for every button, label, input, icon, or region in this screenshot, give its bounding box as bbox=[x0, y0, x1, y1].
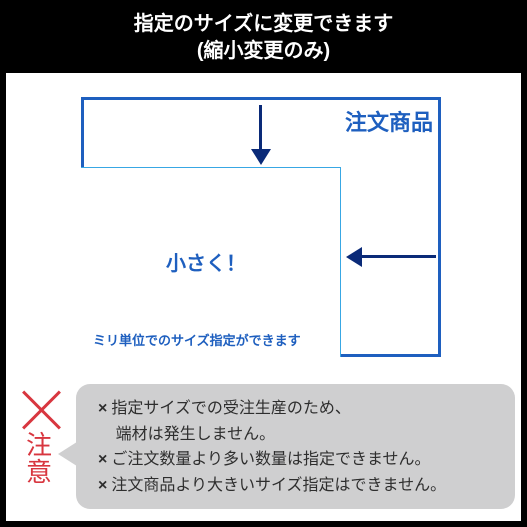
inner-right-edge bbox=[340, 167, 341, 357]
product-label: 注文商品 bbox=[345, 105, 433, 137]
resize-diagram: 注文商品 小さく！ ミリ単位でのサイズ指定ができます bbox=[81, 97, 441, 357]
notice-area: 注 意 ×指定サイズでの受注生産のため、 端材は発生しません。 ×ご注文数量より… bbox=[18, 384, 515, 509]
mm-spec-label: ミリ単位でのサイズ指定ができます bbox=[93, 330, 301, 349]
center-label: 小さく！ bbox=[166, 247, 246, 276]
notice-line-3: ×注文商品より大きいサイズ指定はできません。 bbox=[98, 473, 503, 499]
inner-top-edge bbox=[81, 167, 341, 168]
title-banner: 指定のサイズに変更できます (縮小変更のみ) bbox=[6, 5, 521, 73]
notice-line-1b: 端材は発生しません。 bbox=[98, 422, 503, 448]
x-icon bbox=[20, 388, 64, 432]
page-frame: 指定のサイズに変更できます (縮小変更のみ) 注文商品 小さく！ ミリ単位でのサ… bbox=[0, 0, 527, 527]
notice-line-2: ×ご注文数量より多い数量は指定できません。 bbox=[98, 447, 503, 473]
arrow-left-icon bbox=[346, 247, 436, 267]
notice-bubble: ×指定サイズでの受注生産のため、 端材は発生しません。 ×ご注文数量より多い数量… bbox=[76, 384, 515, 509]
title-line1: 指定のサイズに変更できます bbox=[6, 11, 521, 38]
title-line2: (縮小変更のみ) bbox=[6, 38, 521, 65]
arrow-down-icon bbox=[251, 105, 271, 165]
notice-label: 注 意 bbox=[26, 432, 54, 487]
notice-line-1: ×指定サイズでの受注生産のため、 bbox=[98, 396, 503, 422]
